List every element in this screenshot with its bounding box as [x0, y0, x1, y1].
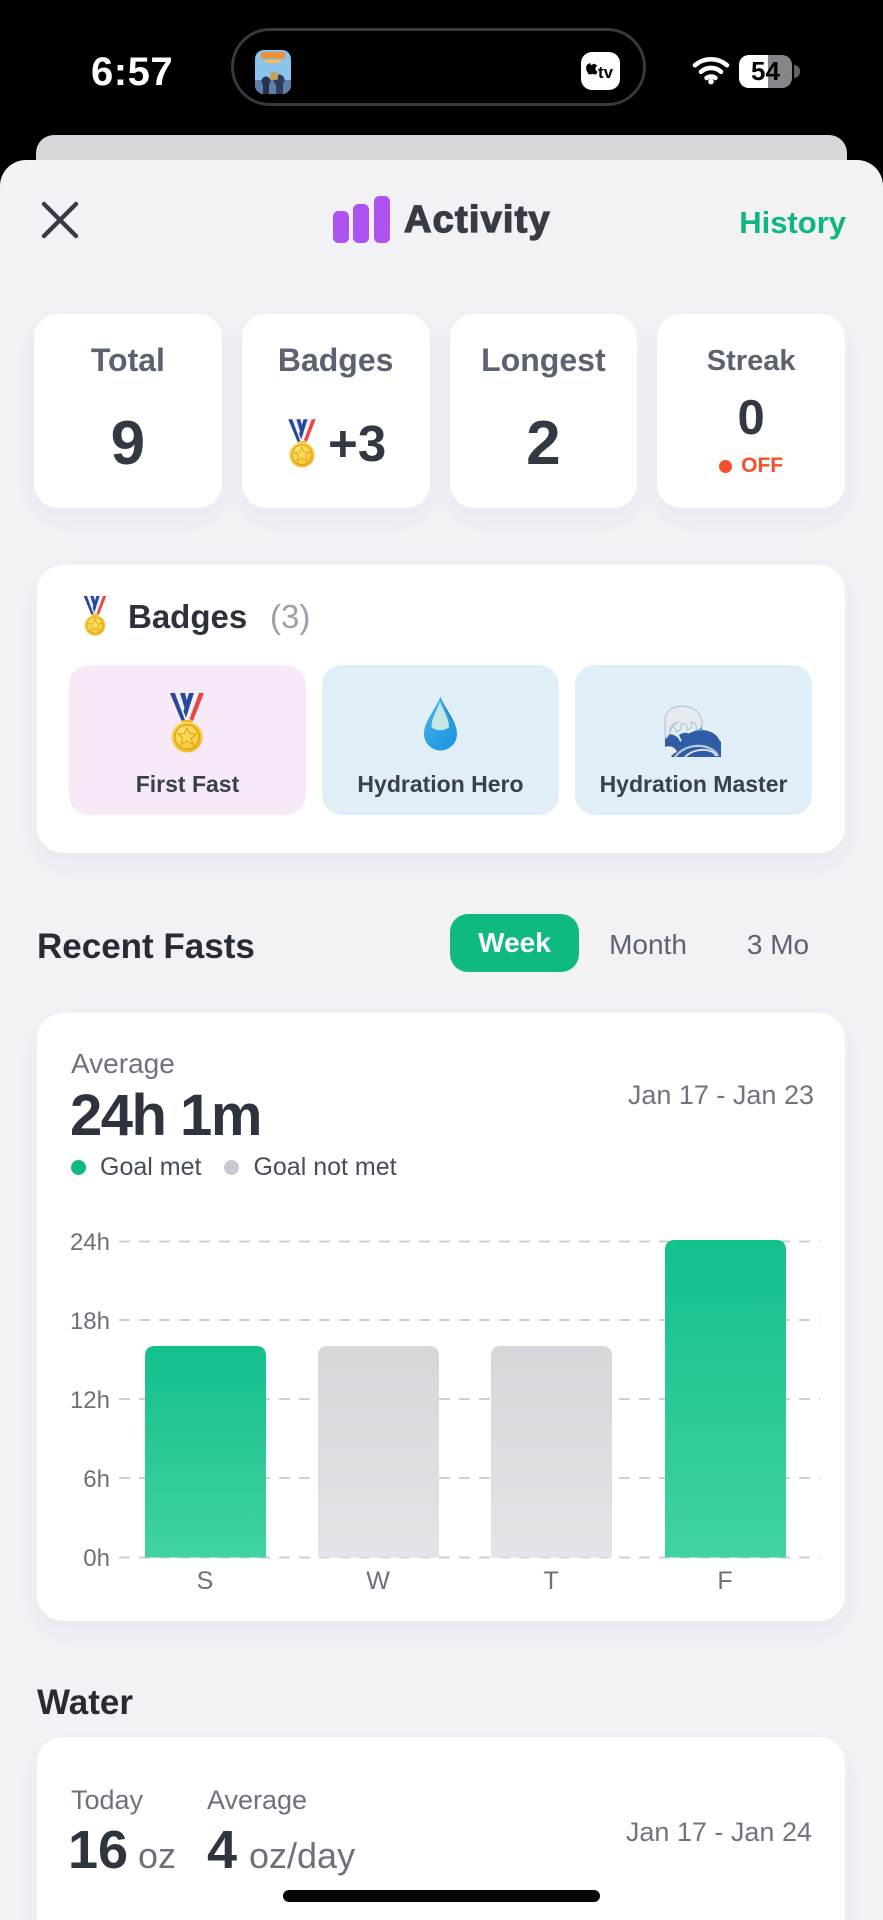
svg-text:F: F [717, 1567, 732, 1595]
svg-text:24h: 24h [70, 1229, 110, 1256]
svg-text:12h: 12h [70, 1387, 110, 1414]
svg-text:S: S [197, 1567, 214, 1595]
svg-text:T: T [543, 1567, 558, 1595]
svg-text:0h: 0h [83, 1545, 110, 1572]
svg-text:18h: 18h [70, 1308, 110, 1335]
svg-text:6h: 6h [83, 1466, 110, 1493]
svg-text:W: W [366, 1567, 390, 1595]
svg-text:tv: tv [598, 63, 614, 82]
